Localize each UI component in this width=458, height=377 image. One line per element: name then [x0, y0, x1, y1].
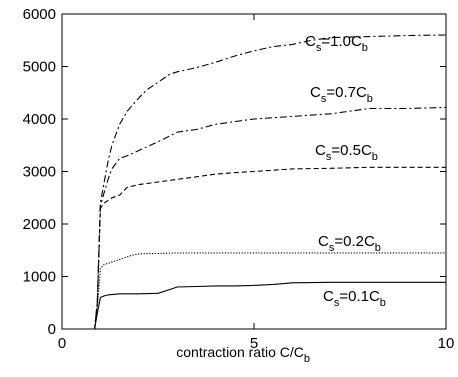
x-tick-label: 5 — [250, 335, 258, 352]
y-tick-label: 6000 — [23, 6, 56, 23]
y-tick-label: 4000 — [23, 111, 56, 128]
series-line-3 — [62, 166, 446, 330]
y-tick-label: 3000 — [23, 164, 56, 181]
y-tick-label: 1000 — [23, 269, 56, 286]
series-lines — [62, 34, 447, 330]
series-label-5: Cs=0.1Cb — [323, 288, 386, 309]
series-line-5 — [62, 281, 446, 330]
series-labels: Cs=1.0Cb Cs=0.7Cb Cs=0.5Cb Cs=0.2Cb Cs=0.1Cb — [305, 33, 386, 309]
y-tick-label: 0 — [48, 321, 56, 338]
series-line-4 — [62, 252, 446, 330]
series-label-2: Cs=0.7Cb — [310, 84, 373, 105]
series-label-3: Cs=0.5Cb — [315, 142, 378, 163]
series-line-1 — [62, 34, 447, 330]
series-label-1: Cs=1.0Cb — [305, 33, 368, 54]
x-tick-label: 0 — [58, 335, 66, 352]
series-label-4: Cs=0.2Cb — [318, 233, 381, 254]
y-tick-label: 5000 — [23, 59, 56, 76]
y-tick-label: 2000 — [23, 216, 56, 233]
series-line-2 — [62, 106, 447, 330]
x-axis-label: contraction ratio C/Cb — [176, 344, 310, 365]
ticks: 0 1000 2000 3000 4000 5000 6000 0 5 10 — [23, 6, 455, 352]
x-tick-label: 10 — [438, 335, 455, 352]
